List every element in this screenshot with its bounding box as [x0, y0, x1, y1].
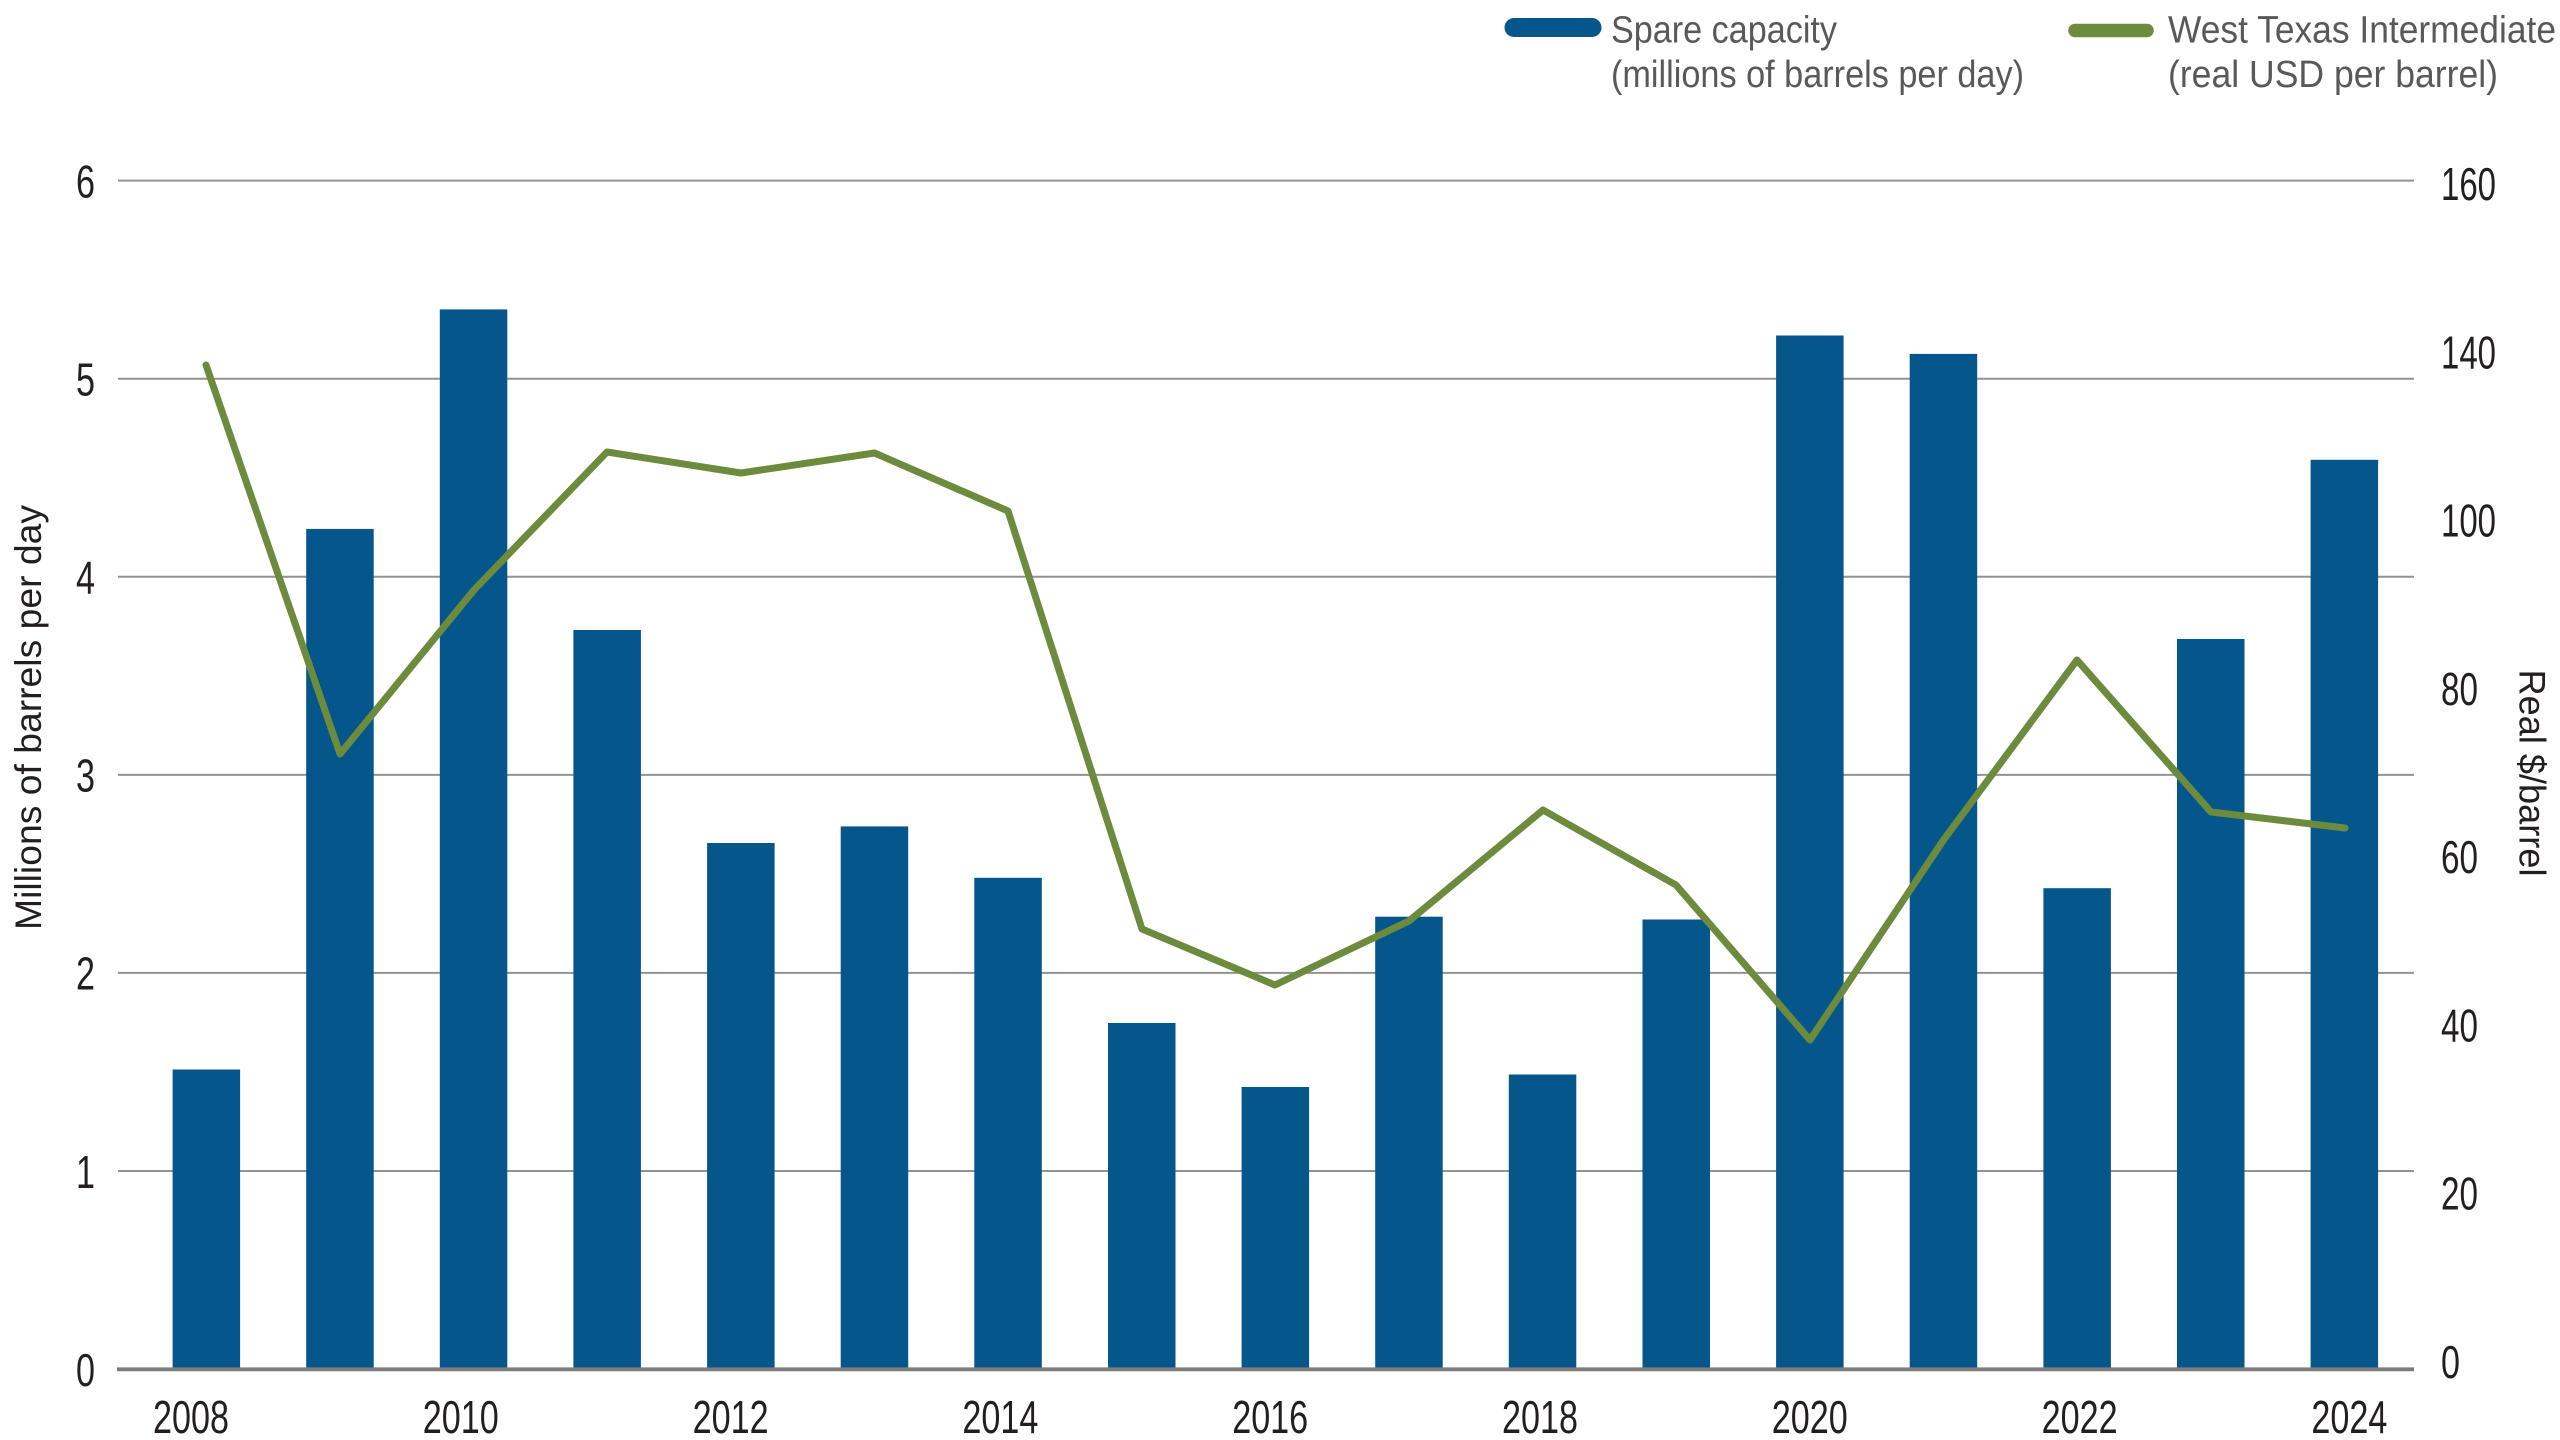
svg-text:3: 3	[76, 750, 95, 802]
svg-text:(millions of barrels per day): (millions of barrels per day)	[1611, 54, 2024, 96]
svg-text:20: 20	[2441, 1168, 2478, 1220]
svg-text:2010: 2010	[423, 1391, 499, 1440]
svg-text:6: 6	[76, 155, 95, 207]
svg-text:2020: 2020	[1772, 1391, 1848, 1440]
svg-text:2018: 2018	[1502, 1391, 1578, 1440]
svg-text:2016: 2016	[1232, 1391, 1308, 1440]
svg-text:Real $/barrel: Real $/barrel	[2512, 670, 2553, 877]
svg-text:140: 140	[2441, 326, 2496, 378]
svg-text:Spare capacity: Spare capacity	[1611, 10, 1837, 52]
svg-text:2: 2	[76, 948, 95, 1000]
svg-text:2014: 2014	[962, 1391, 1038, 1440]
svg-text:0: 0	[2441, 1336, 2460, 1388]
svg-text:2012: 2012	[693, 1391, 769, 1440]
svg-text:2024: 2024	[2311, 1391, 2387, 1440]
svg-text:2022: 2022	[2042, 1391, 2118, 1440]
svg-text:Millions of barrels per day: Millions of barrels per day	[8, 504, 49, 930]
svg-text:40: 40	[2441, 999, 2478, 1051]
svg-text:80: 80	[2441, 663, 2478, 715]
svg-text:4: 4	[76, 552, 95, 604]
svg-text:5: 5	[76, 354, 95, 406]
svg-text:(real USD per barrel): (real USD per barrel)	[2168, 54, 2498, 96]
svg-text:100: 100	[2441, 495, 2496, 547]
svg-text:2008: 2008	[153, 1391, 229, 1440]
svg-text:60: 60	[2441, 831, 2478, 883]
svg-text:160: 160	[2441, 158, 2496, 210]
svg-text:0: 0	[76, 1344, 95, 1396]
svg-text:West Texas Intermediate: West Texas Intermediate	[2168, 10, 2556, 52]
svg-text:1: 1	[76, 1146, 95, 1198]
